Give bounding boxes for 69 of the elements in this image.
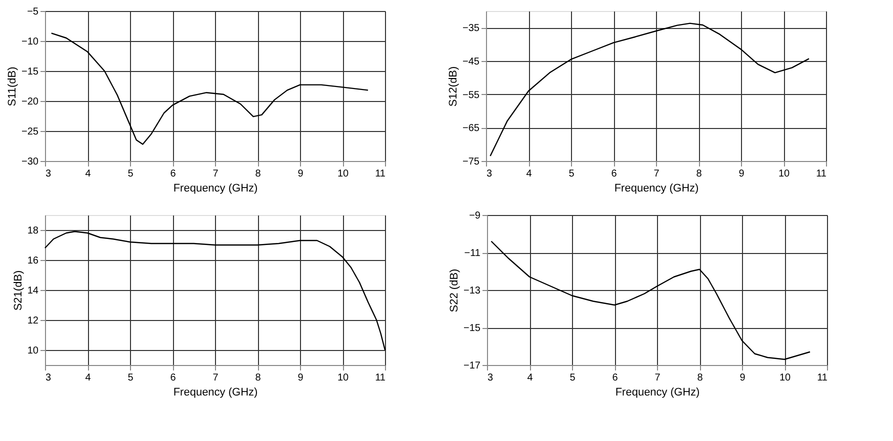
x-tick-label: 11 — [817, 372, 828, 384]
y-tick-label: −35 — [462, 23, 480, 34]
x-tick-label: 8 — [255, 372, 262, 384]
y-tick-label: −30 — [22, 156, 39, 168]
y-axis-title: S22 (dB) — [448, 268, 461, 312]
x-tick-label: 10 — [337, 372, 349, 384]
x-tick-label: 9 — [740, 372, 746, 384]
x-axis-title: Frequency (GHz) — [173, 182, 258, 194]
x-tick-label: 6 — [612, 372, 618, 384]
y-tick-label: −15 — [464, 323, 481, 334]
x-tick-label: 4 — [85, 372, 92, 384]
line-series — [44, 230, 386, 351]
x-tick-label: 9 — [298, 372, 304, 384]
y-tick-label: −5 — [27, 6, 39, 18]
x-tick-label: 3 — [488, 372, 494, 384]
x-tick-label: 7 — [212, 168, 219, 180]
y-tick-label: 16 — [27, 256, 39, 266]
x-tick-label: 8 — [697, 372, 704, 384]
y-axis-title: S12(dB) — [448, 66, 460, 107]
y-tick-label: −20 — [22, 96, 39, 108]
x-tick-label: 6 — [170, 372, 176, 384]
x-tick-label: 8 — [696, 168, 702, 180]
y-tick-label: −13 — [464, 286, 481, 296]
x-tick-label: 10 — [778, 168, 790, 180]
x-tick-label: 7 — [654, 372, 661, 384]
x-tick-label: 6 — [170, 168, 176, 180]
y-tick-label: −75 — [462, 156, 480, 168]
x-tick-label: 10 — [779, 372, 791, 384]
x-tick-label: 5 — [128, 372, 134, 384]
x-tick-label: 4 — [526, 168, 532, 180]
x-tick-label: 9 — [298, 168, 304, 180]
y-tick-label: −9 — [469, 210, 481, 222]
x-tick-label: 4 — [85, 168, 92, 180]
y-tick-label: −45 — [462, 56, 480, 68]
x-tick-label: 10 — [337, 168, 349, 180]
y-tick-label: −25 — [22, 126, 39, 138]
y-tick-label: 12 — [27, 316, 39, 326]
x-tick-label: 5 — [568, 168, 575, 180]
y-tick-label: −11 — [464, 248, 481, 259]
y-tick-label: −15 — [22, 66, 39, 78]
y-tick-label: 10 — [27, 346, 39, 356]
x-tick-label: 3 — [486, 168, 492, 180]
y-tick-label: 18 — [27, 226, 39, 236]
y-axis-title: S11(dB) — [6, 66, 19, 106]
x-axis-title: Frequency (GHz) — [615, 386, 700, 398]
x-tick-label: 7 — [654, 168, 660, 180]
y-tick-label: −65 — [462, 123, 480, 134]
y-tick-label: 14 — [27, 286, 39, 296]
x-tick-label: 8 — [255, 168, 262, 180]
x-tick-label: 5 — [570, 372, 576, 384]
y-tick-label: −10 — [22, 36, 39, 48]
x-axis-title: Frequency (GHz) — [173, 386, 258, 398]
line-series — [490, 240, 811, 360]
y-axis-title: S21(dB) — [12, 270, 24, 311]
x-tick-label: 7 — [212, 372, 219, 384]
x-axis-title: Frequency (GHz) — [614, 182, 699, 194]
x-tick-label: 11 — [375, 168, 386, 180]
x-tick-label: 3 — [46, 168, 52, 180]
x-tick-label: 11 — [816, 168, 827, 180]
y-tick-label: −55 — [462, 90, 480, 101]
x-tick-label: 11 — [375, 372, 386, 384]
x-tick-label: 5 — [128, 168, 134, 180]
y-tick-label: −17 — [464, 360, 481, 372]
x-tick-label: 9 — [738, 168, 745, 180]
line-series — [490, 22, 810, 157]
line-series — [50, 32, 369, 145]
x-tick-label: 3 — [46, 372, 52, 384]
x-tick-label: 6 — [611, 168, 618, 180]
x-tick-label: 4 — [527, 372, 534, 384]
